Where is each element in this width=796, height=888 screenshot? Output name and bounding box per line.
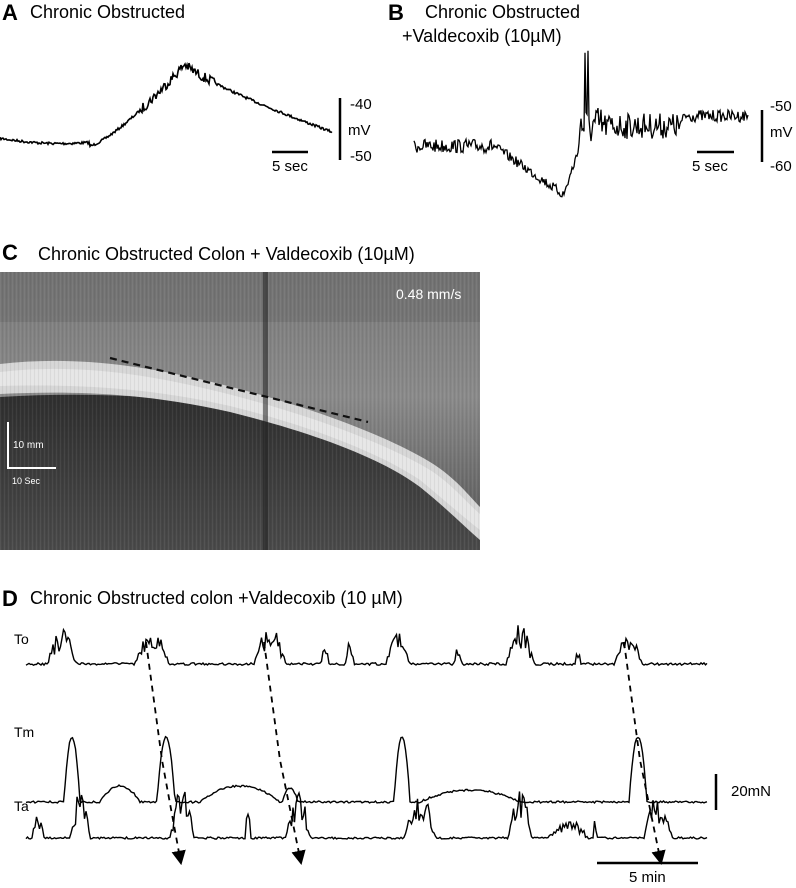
trace-label-ta: Ta bbox=[14, 798, 29, 814]
spatiotemporal-map: 0.48 mm/s 10 mm 10 Sec bbox=[0, 272, 480, 550]
spatiotemporal-map-image bbox=[0, 272, 480, 550]
panel-c-title: Chronic Obstructed Colon + Valdecoxib (1… bbox=[38, 244, 415, 264]
panel-d-label: D bbox=[2, 586, 18, 611]
trace-tm bbox=[25, 735, 708, 805]
panel-b-label: B bbox=[388, 0, 404, 25]
trace-label-to: To bbox=[14, 631, 29, 647]
panel-a-trace bbox=[0, 61, 342, 160]
panel-d-traces bbox=[25, 625, 718, 866]
velocity-label: 0.48 mm/s bbox=[396, 286, 462, 302]
trace-label-tm: Tm bbox=[14, 724, 35, 740]
panel-b-scale-bottom: -60 bbox=[770, 158, 792, 175]
panel-b-scale-unit: mV bbox=[770, 124, 793, 141]
panel-d-title: Chronic Obstructed colon +Valdecoxib (10… bbox=[30, 588, 403, 608]
trace-ta bbox=[25, 790, 708, 840]
panel-a-scale-top: -40 bbox=[350, 96, 372, 113]
velocity-dashed-line bbox=[109, 356, 369, 424]
panel-b-time-label: 5 sec bbox=[692, 158, 728, 175]
panel-a-voltage-trace bbox=[0, 61, 333, 149]
panel-b-trace bbox=[413, 50, 764, 198]
panel-a-scale-unit: mV bbox=[348, 122, 371, 139]
panel-c-label: C bbox=[2, 240, 18, 265]
panel-a-title: Chronic Obstructed bbox=[30, 2, 186, 22]
propagation-arrow-1 bbox=[145, 641, 186, 866]
force-scale-label: 20mN bbox=[731, 783, 772, 800]
panel-a-label: A bbox=[2, 0, 18, 25]
trace-to bbox=[25, 625, 708, 667]
panel-b-voltage-trace bbox=[413, 50, 749, 198]
propagation-arrow-2 bbox=[263, 641, 306, 866]
distance-scale-label: 10 mm bbox=[13, 440, 44, 451]
map-scale-bar bbox=[7, 422, 56, 469]
panel-b-title-line2: +Valdecoxib (10µM) bbox=[402, 26, 562, 46]
time-scale-label-d: 5 min bbox=[629, 869, 666, 886]
panel-a-time-label: 5 sec bbox=[272, 158, 308, 175]
panel-b-title-line1: Chronic Obstructed bbox=[425, 2, 581, 22]
panel-a-scale-bottom: -50 bbox=[350, 148, 372, 165]
time-scale-label: 10 Sec bbox=[12, 476, 41, 486]
panel-b-scale-top: -50 bbox=[770, 98, 792, 115]
